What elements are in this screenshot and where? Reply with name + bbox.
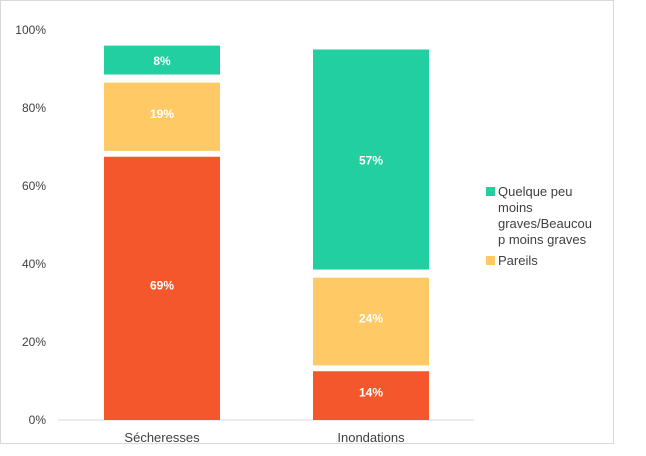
data-label: 19% <box>150 107 174 121</box>
bar-segment <box>313 49 429 270</box>
legend-swatch <box>486 256 495 265</box>
legend-label: Pareils <box>498 253 538 268</box>
y-tick-label: 40% <box>22 257 46 271</box>
category-label: Inondations <box>337 430 405 445</box>
bar-segment <box>313 277 429 366</box>
bars: 69% 19% 8% 14% 24% 57% <box>104 45 429 420</box>
legend-label: p moins graves <box>498 232 587 247</box>
bar-segment <box>313 371 429 420</box>
data-label: 8% <box>153 54 171 68</box>
data-label: 14% <box>359 386 383 400</box>
y-tick-label: 20% <box>22 335 46 349</box>
category-label: Sécheresses <box>124 430 200 445</box>
data-label: 57% <box>359 154 383 168</box>
y-tick-label: 80% <box>22 101 46 115</box>
bar-segment <box>104 45 220 75</box>
data-label: 69% <box>150 278 174 292</box>
legend-label: moins <box>498 200 533 215</box>
bar-segment <box>104 156 220 420</box>
legend-label: Quelque peu <box>498 184 572 199</box>
data-label: 24% <box>359 312 383 326</box>
y-tick-label: 0% <box>29 413 47 427</box>
y-tick-label: 100% <box>15 23 46 37</box>
legend-swatch <box>486 187 495 196</box>
legend-label: graves/Beaucou <box>498 216 592 231</box>
bar-segment <box>104 82 220 151</box>
category-labels: Sécheresses Inondations <box>124 430 405 445</box>
y-tick-label: 60% <box>22 179 46 193</box>
chart-frame <box>0 0 614 444</box>
y-axis: 0% 20% 40% 60% 80% 100% <box>15 23 46 427</box>
